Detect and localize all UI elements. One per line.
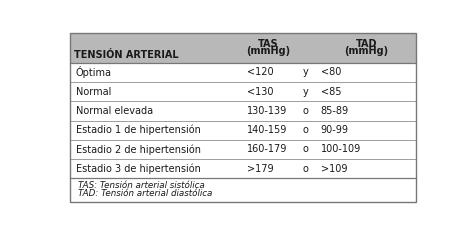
- Bar: [70, 101, 416, 121]
- Text: 160-179: 160-179: [246, 144, 287, 155]
- Text: o: o: [302, 125, 308, 135]
- Text: Estadio 3 de hipertensión: Estadio 3 de hipertensión: [76, 164, 201, 174]
- Text: TAS: TAS: [258, 39, 278, 49]
- Text: <120: <120: [246, 67, 273, 77]
- Text: o: o: [302, 106, 308, 116]
- Text: Estadio 1 de hipertensión: Estadio 1 de hipertensión: [76, 125, 201, 135]
- Text: 130-139: 130-139: [246, 106, 287, 116]
- Text: Óptima: Óptima: [76, 66, 112, 78]
- Bar: [70, 63, 416, 82]
- Text: Normal: Normal: [76, 87, 111, 97]
- Text: 85-89: 85-89: [321, 106, 349, 116]
- Text: y: y: [302, 87, 308, 97]
- Text: <85: <85: [321, 87, 341, 97]
- Text: <130: <130: [246, 87, 273, 97]
- Text: Estadio 2 de hipertensión: Estadio 2 de hipertensión: [76, 144, 201, 155]
- Text: y: y: [302, 67, 308, 77]
- Bar: [70, 121, 416, 140]
- Bar: [70, 178, 416, 202]
- Text: >179: >179: [246, 164, 273, 174]
- Text: TAS: Tensión arterial sistólica: TAS: Tensión arterial sistólica: [78, 181, 204, 190]
- Text: (mmHg): (mmHg): [246, 46, 290, 56]
- Text: TAD: TAD: [356, 39, 377, 49]
- Text: 90-99: 90-99: [321, 125, 349, 135]
- Text: (mmHg): (mmHg): [344, 46, 388, 56]
- Text: <80: <80: [321, 67, 341, 77]
- Text: Normal elevada: Normal elevada: [76, 106, 153, 116]
- Text: TENSIÓN ARTERIAL: TENSIÓN ARTERIAL: [74, 51, 179, 61]
- Text: TAD: Tensión arterial diastólica: TAD: Tensión arterial diastólica: [78, 189, 212, 198]
- Text: >109: >109: [321, 164, 347, 174]
- Text: o: o: [302, 164, 308, 174]
- Text: 140-159: 140-159: [246, 125, 287, 135]
- Text: o: o: [302, 144, 308, 155]
- Bar: [70, 140, 416, 159]
- Bar: [70, 159, 416, 178]
- Text: 100-109: 100-109: [321, 144, 361, 155]
- Bar: [70, 82, 416, 101]
- Bar: [70, 33, 416, 63]
